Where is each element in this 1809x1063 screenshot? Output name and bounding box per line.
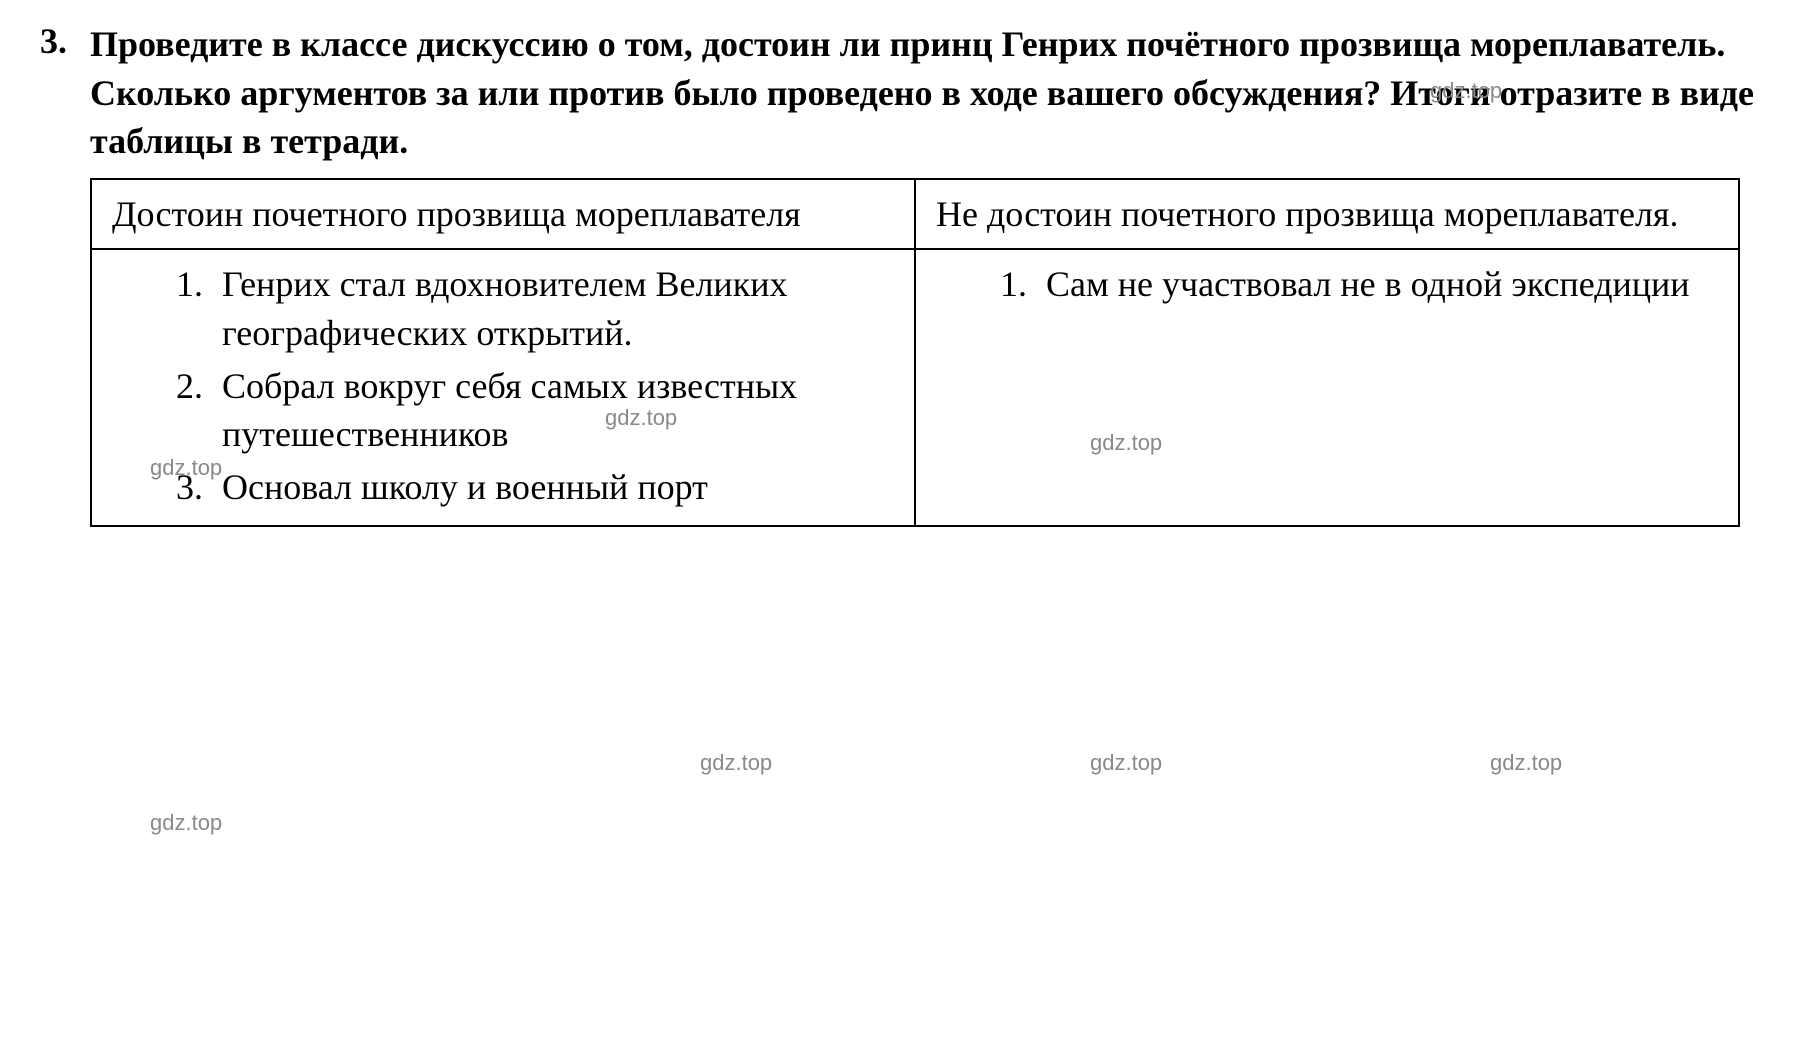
header-right: Не достоин почетного прозвища мореплават… (915, 179, 1739, 250)
table-header-row: Достоин почетного прозвища мореплавателя… (91, 179, 1739, 250)
watermark: gdz.top (700, 750, 772, 776)
list-item: Собрал вокруг себя самых известных путеш… (212, 362, 894, 459)
watermark: gdz.top (1490, 750, 1562, 776)
left-arguments-list: Генрих стал вдохновителем Великих геогра… (112, 260, 894, 511)
header-left: Достоин почетного прозвища мореплавателя (91, 179, 915, 250)
list-item: Сам не участвовал не в одной экспедиции (1036, 260, 1718, 309)
table-wrapper: Достоин почетного прозвища мореплавателя… (40, 178, 1769, 528)
arguments-table: Достоин почетного прозвища мореплавателя… (90, 178, 1740, 528)
list-item: Основал школу и военный порт (212, 463, 894, 512)
right-arguments-list: Сам не участвовал не в одной экспедиции (936, 260, 1718, 309)
watermark: gdz.top (1090, 750, 1162, 776)
cell-left: Генрих стал вдохновителем Великих геогра… (91, 249, 915, 526)
cell-right: Сам не участвовал не в одной экспедиции (915, 249, 1739, 526)
question-number: 3. (40, 20, 80, 62)
question-text: Проведите в классе дискуссию о том, дост… (90, 20, 1769, 166)
watermark: gdz.top (150, 810, 222, 836)
question-header: 3. Проведите в классе дискуссию о том, д… (40, 20, 1769, 166)
list-item: Генрих стал вдохновителем Великих геогра… (212, 260, 894, 357)
table-body-row: Генрих стал вдохновителем Великих геогра… (91, 249, 1739, 526)
